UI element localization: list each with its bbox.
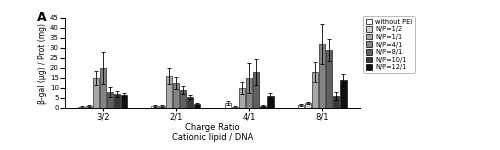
Bar	[180, 90, 186, 108]
Bar	[232, 107, 238, 108]
Bar	[78, 107, 84, 108]
Bar	[333, 96, 340, 108]
Bar	[121, 95, 128, 108]
Bar	[107, 92, 113, 108]
Y-axis label: β-gal (μg) / Prot (mg): β-gal (μg) / Prot (mg)	[38, 22, 47, 103]
Bar	[319, 44, 325, 108]
Bar	[246, 78, 252, 108]
Bar	[166, 76, 172, 108]
Bar	[187, 97, 194, 108]
Bar	[114, 94, 120, 108]
Bar	[340, 80, 346, 108]
Bar	[100, 68, 106, 108]
Text: A: A	[37, 11, 46, 24]
Bar	[298, 105, 304, 108]
Bar	[268, 96, 274, 108]
Bar	[305, 103, 311, 108]
Bar	[152, 106, 158, 108]
Legend: without PEI, N/P=1/2, N/P=1/1, N/P=4/1, N/P=8/1, N/P=10/1, N/P=12/1: without PEI, N/P=1/2, N/P=1/1, N/P=4/1, …	[363, 16, 414, 73]
Bar	[194, 104, 200, 108]
Bar	[158, 106, 165, 108]
X-axis label: Charge Ratio
Cationic lipid / DNA: Charge Ratio Cationic lipid / DNA	[172, 123, 253, 142]
Bar	[326, 50, 332, 108]
Bar	[260, 106, 266, 108]
Bar	[253, 72, 260, 108]
Bar	[92, 78, 99, 108]
Bar	[312, 72, 318, 108]
Bar	[224, 103, 231, 108]
Bar	[239, 88, 245, 108]
Bar	[86, 106, 92, 108]
Bar	[173, 83, 179, 108]
